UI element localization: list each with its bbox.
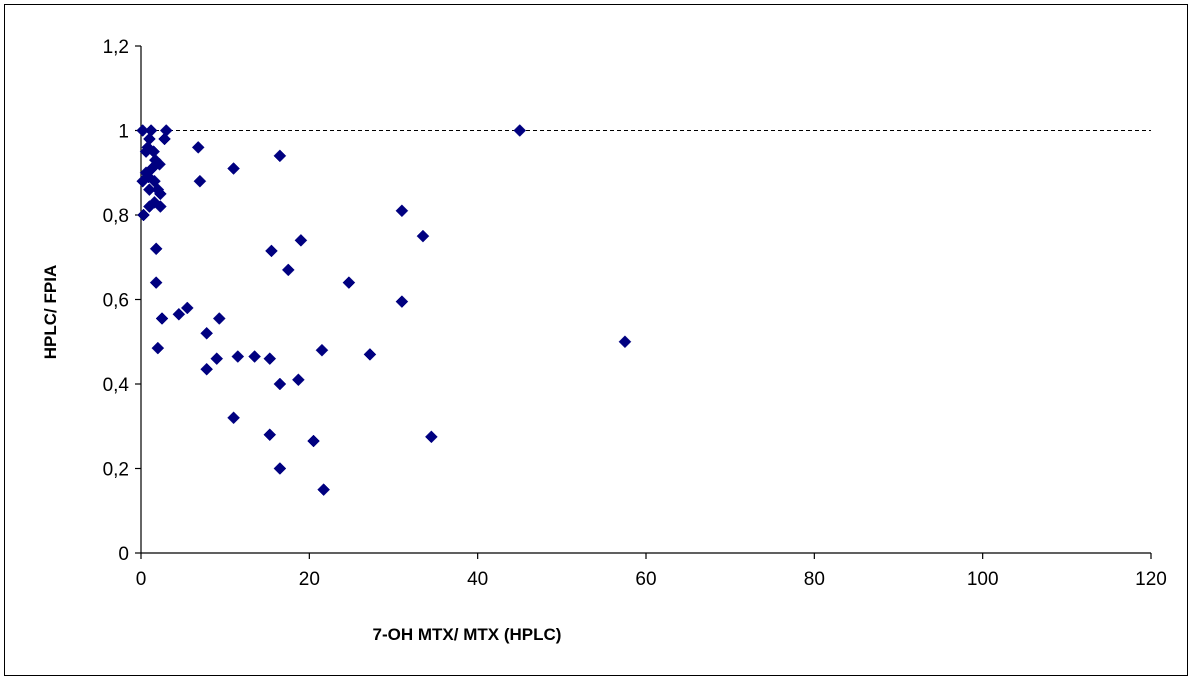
data-point xyxy=(618,335,632,349)
x-tick-label: 80 xyxy=(804,569,825,590)
data-point xyxy=(227,162,240,175)
data-point xyxy=(363,348,377,361)
data-point xyxy=(416,229,430,243)
y-tick-label: 1 xyxy=(118,122,129,143)
data-point xyxy=(154,200,167,213)
data-point xyxy=(139,145,153,158)
data-point xyxy=(395,295,409,308)
data-point xyxy=(265,244,278,258)
data-points xyxy=(136,124,632,496)
data-point xyxy=(154,187,167,201)
data-point xyxy=(315,343,329,357)
data-point xyxy=(248,350,261,363)
data-point xyxy=(513,124,527,137)
data-point xyxy=(143,183,156,197)
y-axis-ticks: 0 0,2 0,4 0,6 0,8 1 1,2 xyxy=(103,37,141,565)
y-tick-label: 0,4 xyxy=(103,375,130,396)
x-axis-title: 7-OH MTX/ MTX (HPLC) xyxy=(373,625,562,644)
data-point xyxy=(317,483,330,496)
data-point xyxy=(273,377,287,391)
x-axis-ticks: 0 20 40 60 80 100 120 xyxy=(136,553,1167,590)
y-tick-label: 1,2 xyxy=(103,37,129,58)
x-tick-label: 100 xyxy=(967,569,999,590)
data-point xyxy=(212,312,226,325)
data-point xyxy=(292,373,305,387)
y-tick-label: 0,6 xyxy=(103,291,129,312)
data-point xyxy=(263,428,277,442)
x-tick-label: 20 xyxy=(299,569,320,590)
x-tick-label: 120 xyxy=(1135,569,1167,590)
data-point xyxy=(136,124,150,137)
data-point xyxy=(273,462,287,475)
data-point xyxy=(342,276,356,289)
data-point xyxy=(395,204,409,218)
data-point xyxy=(143,200,156,213)
data-point xyxy=(307,434,320,448)
data-point xyxy=(227,411,240,425)
x-tick-label: 0 xyxy=(136,569,147,590)
data-point xyxy=(294,233,308,247)
data-point xyxy=(200,362,214,376)
data-point xyxy=(158,132,171,146)
chart-frame xyxy=(4,4,1188,676)
data-point xyxy=(172,307,186,321)
data-point xyxy=(425,430,438,444)
data-point xyxy=(200,326,214,340)
data-point xyxy=(137,208,150,222)
data-point xyxy=(180,301,194,315)
y-tick-label: 0,8 xyxy=(103,206,129,227)
data-point xyxy=(263,352,277,366)
data-point xyxy=(193,174,207,188)
data-point xyxy=(191,141,205,154)
x-tick-label: 60 xyxy=(635,569,656,590)
x-tick-label: 40 xyxy=(467,569,488,590)
data-point xyxy=(281,263,295,277)
data-point xyxy=(155,312,169,325)
y-axis-title: HPLC/ FPIA xyxy=(41,265,60,359)
y-tick-label: 0 xyxy=(118,544,129,565)
data-point xyxy=(149,276,163,289)
data-point xyxy=(149,242,163,256)
data-point xyxy=(210,352,224,366)
y-tick-label: 0,2 xyxy=(103,460,129,481)
data-point xyxy=(151,341,165,355)
data-point xyxy=(273,149,287,163)
data-point xyxy=(231,350,245,363)
